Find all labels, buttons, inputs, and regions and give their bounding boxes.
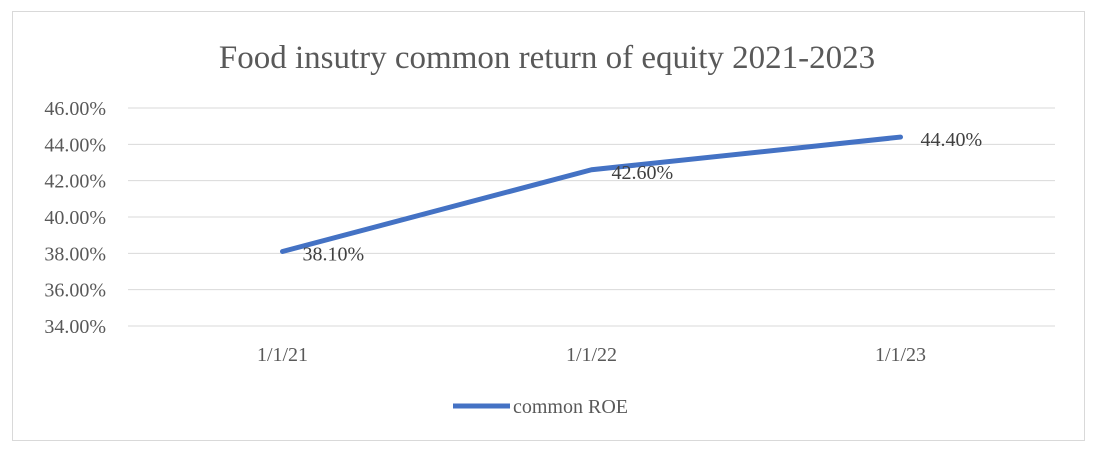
legend: common ROE <box>453 396 628 418</box>
chart-frame <box>12 11 1085 441</box>
series-lines <box>280 134 903 255</box>
gridlines <box>128 107 1055 327</box>
data-label: 42.60% <box>612 162 674 184</box>
x-tick-label: 1/1/21 <box>257 344 308 366</box>
y-tick-label: 38.00% <box>44 243 106 265</box>
y-tick-label: 42.00% <box>44 171 106 193</box>
y-tick-label: 46.00% <box>44 98 106 120</box>
x-tick-label: 1/1/22 <box>566 344 617 366</box>
y-tick-label: 40.00% <box>44 207 106 229</box>
x-axis-tick-labels: 1/1/21 1/1/22 1/1/23 <box>257 344 926 366</box>
y-tick-label: 44.00% <box>44 134 106 156</box>
x-tick-label: 1/1/23 <box>875 344 926 366</box>
series-line <box>280 134 903 255</box>
data-label: 44.40% <box>921 129 983 151</box>
data-label: 38.10% <box>303 244 365 266</box>
y-tick-label: 34.00% <box>44 316 106 338</box>
y-tick-label: 36.00% <box>44 280 106 302</box>
data-labels: 38.10% 42.60% 44.40% <box>303 129 983 265</box>
chart-title: Food insutry common return of equity 202… <box>219 40 875 76</box>
legend-label: common ROE <box>513 396 628 418</box>
y-axis-tick-labels: 34.00% 36.00% 38.00% 40.00% 42.00% 44.00% 46.0… <box>44 98 106 338</box>
